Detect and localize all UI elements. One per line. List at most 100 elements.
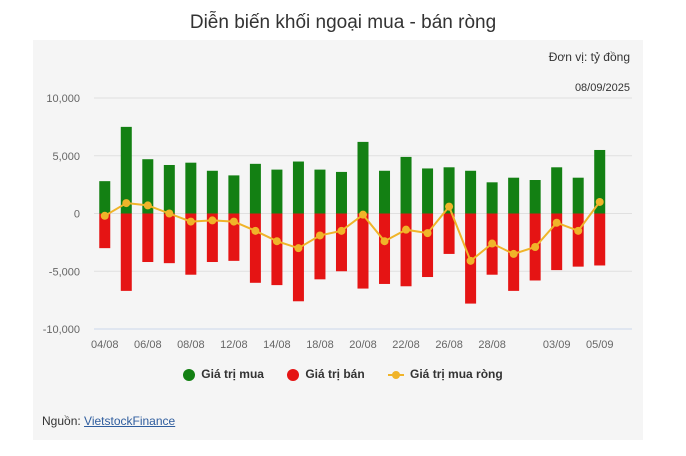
x-tick-label: 14/08 <box>263 339 291 351</box>
bar-buy <box>529 180 541 214</box>
bar-buy <box>99 181 111 214</box>
net-point <box>402 225 411 234</box>
bar-sell <box>594 213 606 266</box>
legend-item-net[interactable]: Giá trị mua ròng <box>388 367 503 381</box>
bar-sell <box>292 213 304 302</box>
chart-title: Diễn biến khối ngoại mua - bán ròng <box>189 12 497 33</box>
bar-buy <box>594 149 606 214</box>
bar-buy <box>185 162 197 214</box>
chart-legend: Giá trị mua Giá trị bán Giá trị mua ròng <box>0 366 686 381</box>
bar-sell <box>400 213 412 287</box>
legend-buy-marker <box>183 368 196 381</box>
y-tick-label: 0 <box>74 209 80 221</box>
bar-sell <box>357 213 369 289</box>
x-tick-label: 26/08 <box>435 339 463 351</box>
net-point <box>186 217 195 226</box>
bar-sell <box>185 213 197 275</box>
bar-sell <box>314 213 326 280</box>
net-point <box>574 226 583 235</box>
bar-buy <box>443 167 455 214</box>
net-point <box>380 237 389 246</box>
net-point <box>229 217 238 226</box>
bar-sell <box>335 213 347 272</box>
bar-buy <box>120 126 132 214</box>
net-line <box>104 201 601 263</box>
bar-sell <box>142 213 154 263</box>
net-point <box>423 229 432 238</box>
y-tick-label: -10,000 <box>43 324 80 336</box>
x-tick-label: 03/09 <box>543 339 571 351</box>
net-point <box>445 202 454 211</box>
x-tick-label: 08/08 <box>177 339 205 351</box>
bar-buy <box>314 169 326 214</box>
y-tick-label: 5,000 <box>52 151 80 163</box>
bar-sell <box>572 213 584 267</box>
net-point <box>294 244 303 253</box>
y-tick-label: 10,000 <box>46 93 80 105</box>
bar-buy <box>142 159 154 214</box>
legend-net-marker <box>388 369 405 381</box>
source-note: Nguồn: VietstockFinance <box>42 414 175 428</box>
legend-buy-label: Giá trị mua <box>201 366 264 381</box>
bar-buy <box>271 169 283 214</box>
bar-buy <box>465 170 477 214</box>
net-point <box>208 216 217 225</box>
bar-buy <box>508 177 520 214</box>
net-point <box>595 197 604 206</box>
net-point <box>165 209 174 218</box>
net-point <box>466 256 475 265</box>
net-point <box>122 199 131 208</box>
net-point <box>100 211 109 220</box>
bar-buy <box>379 170 391 214</box>
date-label: 08/09/2025 <box>574 82 630 94</box>
unit-label: Đơn vị: tỷ đồng <box>548 50 630 64</box>
net-point <box>272 237 281 246</box>
bar-buy <box>292 161 304 214</box>
x-tick-label: 12/08 <box>220 339 248 351</box>
bar-sell <box>249 213 261 283</box>
bar-buy <box>422 168 434 214</box>
legend-item-sell[interactable]: Giá trị bán <box>287 366 365 381</box>
net-point <box>337 226 346 235</box>
net-point <box>531 242 540 251</box>
bar-buy <box>335 171 347 214</box>
bar-sell <box>120 213 132 291</box>
source-prefix: Nguồn: <box>42 414 85 428</box>
bar-buy <box>551 167 563 214</box>
x-tick-label: 28/08 <box>478 339 506 351</box>
net-point <box>552 218 561 227</box>
bar-sell <box>206 213 218 263</box>
net-point <box>143 201 152 210</box>
net-point <box>315 231 324 240</box>
bar-buy <box>357 141 369 214</box>
net-point <box>488 239 497 248</box>
x-tick-label: 22/08 <box>392 339 420 351</box>
legend-net-label: Giá trị mua ròng <box>410 366 503 381</box>
legend-item-buy[interactable]: Giá trị mua <box>183 367 264 381</box>
net-point <box>251 226 260 235</box>
x-tick-label: 05/09 <box>586 339 614 351</box>
net-point <box>509 249 518 258</box>
bar-sell <box>271 213 283 286</box>
net-point <box>359 210 367 219</box>
bar-sell <box>99 213 111 249</box>
bar-sell <box>379 213 391 284</box>
bar-buy <box>163 164 175 214</box>
bar-buy <box>228 175 240 214</box>
bar-sell <box>163 213 175 264</box>
y-tick-label: -5,000 <box>49 266 80 278</box>
bar-buy <box>486 182 498 214</box>
bar-sell <box>422 213 434 278</box>
source-link[interactable]: VietstockFinance <box>84 414 176 428</box>
x-tick-label: 04/08 <box>91 339 119 351</box>
bar-buy <box>249 163 261 214</box>
x-tick-label: 06/08 <box>134 339 162 351</box>
bar-sell <box>228 213 240 261</box>
bar-sell <box>443 213 455 254</box>
bar-buy <box>400 156 412 214</box>
x-tick-label: 18/08 <box>306 339 334 351</box>
bar-sell <box>551 213 563 271</box>
bar-buy <box>206 170 218 214</box>
legend-sell-label: Giá trị bán <box>305 366 365 381</box>
